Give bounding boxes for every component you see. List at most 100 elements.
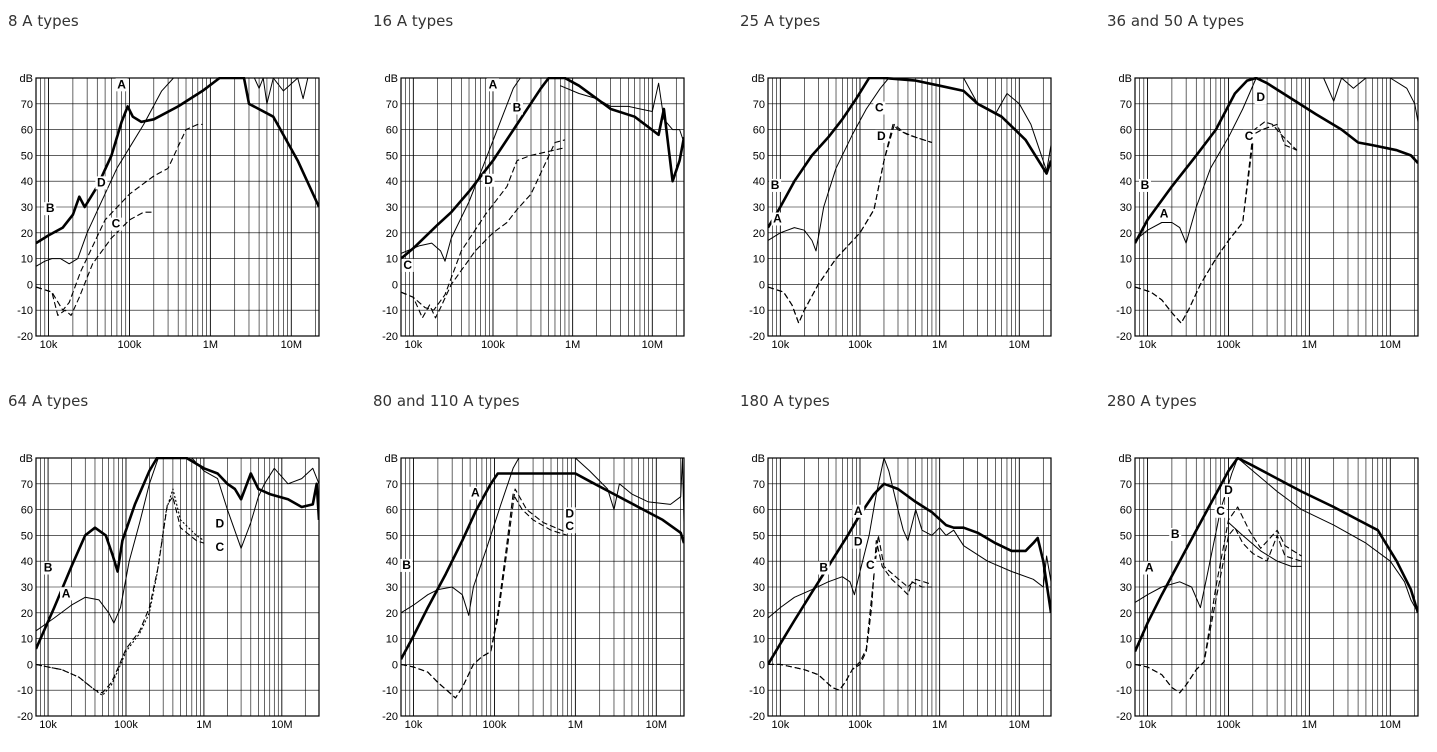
chart-title: 180 A types [740, 392, 830, 410]
curve-label: D [854, 535, 863, 549]
curve-label-bg [817, 561, 830, 575]
curve-label: A [471, 486, 480, 500]
curve-label: D [877, 129, 886, 143]
series-line-b [1135, 457, 1418, 653]
y-tick-label: 20 [1120, 228, 1132, 240]
y-tick-label: 60 [21, 505, 33, 517]
y-axis-label: dB [752, 73, 765, 85]
curve-label-bg [401, 258, 414, 272]
chart-title: 280 A types [1107, 392, 1197, 410]
y-tick-label: -20 [749, 331, 765, 343]
curve-label: D [565, 506, 574, 520]
grid [401, 458, 684, 716]
curve-label-bg [563, 520, 576, 534]
curve-label: C [1216, 504, 1225, 518]
series-line-a [1135, 77, 1257, 244]
x-tick-label: 10M [1380, 719, 1401, 731]
x-tick-label: 10k [1139, 719, 1157, 731]
curve-label-bg [1243, 129, 1256, 143]
curve-label-bg [1169, 527, 1182, 541]
curve-label: B [513, 101, 522, 115]
curve-label: B [819, 561, 828, 575]
x-tick-label: 10M [271, 719, 292, 731]
curve-label-bg [109, 217, 122, 231]
curve-label: A [773, 211, 782, 225]
y-tick-label: -10 [382, 685, 398, 697]
curve-label: B [402, 558, 411, 572]
curve-label-bg [875, 129, 888, 143]
x-tick-label: 1M [1302, 719, 1317, 731]
series-line [191, 457, 319, 549]
x-tick-label: 10k [40, 339, 58, 351]
y-tick-label: 70 [21, 479, 33, 491]
chart-title: 36 and 50 A types [1107, 12, 1245, 30]
y-tick-label: 20 [386, 608, 398, 620]
y-tick-label: -10 [1116, 685, 1132, 697]
y-tick-label: 50 [753, 530, 765, 542]
curve-label-bg [213, 517, 226, 531]
curve-label: A [1160, 206, 1169, 220]
curve-label: B [46, 201, 55, 215]
curve-label: C [875, 101, 884, 115]
series-line [939, 77, 1051, 172]
chart-panel: 280 A types -20 -10 0 10 20 30 40 50 60 70 dB 10k 100… [1107, 392, 1437, 752]
curve-label-bg [873, 101, 886, 115]
y-tick-label: 30 [386, 202, 398, 214]
y-tick-label: 70 [21, 99, 33, 111]
curve-label: B [771, 178, 780, 192]
series-line-a [36, 77, 203, 267]
curve-label-bg [44, 202, 57, 216]
curve-label-bg [42, 561, 55, 575]
series-line-a [401, 77, 521, 262]
y-tick-label: 30 [1120, 582, 1132, 594]
curve-label: D [215, 517, 224, 531]
y-tick-label: 10 [1120, 254, 1132, 266]
y-tick-label: 40 [386, 176, 398, 188]
y-tick-label: 60 [753, 505, 765, 517]
y-tick-label: 40 [1120, 556, 1132, 568]
y-tick-label: 60 [386, 125, 398, 137]
x-tick-label: 100k [483, 719, 507, 731]
y-tick-label: 40 [21, 556, 33, 568]
curve-label: C [403, 258, 412, 272]
curve-label-bg [213, 540, 226, 554]
y-tick-label: 30 [21, 582, 33, 594]
y-tick-label: 70 [753, 479, 765, 491]
series-line-c [401, 139, 566, 319]
y-tick-label: 30 [21, 202, 33, 214]
curve-label: C [565, 519, 574, 533]
chart-panel: 25 A types -20 -10 0 10 20 30 40 50 60 70 dB 10k 100k… [740, 12, 1085, 372]
curve-label: A [854, 504, 863, 518]
curve-label-bg [864, 558, 877, 572]
series-line-d [768, 123, 933, 324]
curve-label-bg [1158, 207, 1171, 221]
curve-label-bg [486, 78, 499, 92]
curve-label: A [489, 77, 498, 91]
y-tick-label: 30 [753, 202, 765, 214]
grid [36, 78, 319, 336]
y-tick-label: 0 [1126, 659, 1132, 671]
y-tick-label: 50 [386, 150, 398, 162]
y-tick-label: -10 [17, 685, 33, 697]
y-tick-label: 0 [392, 659, 398, 671]
curve-label-bg [1143, 561, 1156, 575]
series-line-b [768, 482, 1051, 666]
x-tick-label: 100k [114, 719, 138, 731]
chart-panel: 80 and 110 A types -20 -10 0 10 20 30 40 50 60 70 d… [373, 392, 718, 752]
y-tick-label: 60 [1120, 125, 1132, 137]
series-line-c [36, 488, 205, 696]
y-tick-label: 30 [753, 582, 765, 594]
chart-panel: 180 A types -20 -10 0 10 20 30 40 50 60 70 dB 10k 100… [740, 392, 1085, 752]
y-tick-label: 60 [386, 505, 398, 517]
x-tick-label: 100k [848, 719, 872, 731]
plot-frame [1134, 457, 1419, 717]
x-tick-label: 10M [1009, 339, 1030, 351]
chart-title: 64 A types [8, 392, 89, 410]
grid [1135, 78, 1418, 336]
series-line [1228, 522, 1302, 567]
curve-label: D [1256, 90, 1265, 104]
